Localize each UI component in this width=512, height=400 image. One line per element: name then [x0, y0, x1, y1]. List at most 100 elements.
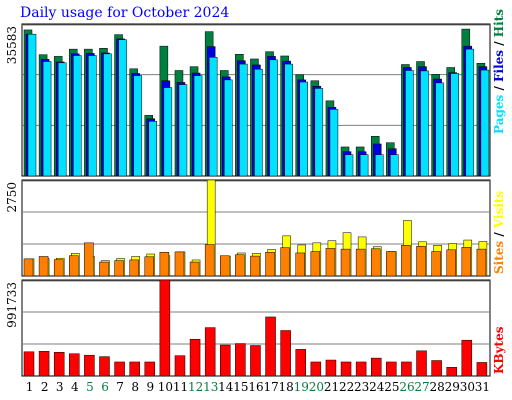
sites-bar — [310, 251, 321, 277]
sites-bar — [476, 248, 487, 277]
x-tick-label: 27 — [414, 380, 429, 394]
kbytes-bar — [220, 344, 231, 377]
pages-bar — [193, 75, 203, 177]
x-tick-label: 21 — [324, 380, 339, 394]
x-tick-label: 7 — [116, 380, 124, 394]
pages-bar — [42, 61, 52, 177]
legend-files: Files — [492, 50, 506, 82]
x-tick-label: 2 — [41, 380, 49, 394]
kbytes-bar — [53, 352, 65, 377]
sites-bar — [53, 259, 64, 277]
sites-bar — [129, 259, 139, 277]
kbytes-bar — [431, 360, 442, 377]
kbytes-bar — [461, 339, 473, 377]
sites-bar — [69, 255, 79, 277]
pages-bar — [27, 33, 37, 177]
x-tick-label: 20 — [309, 380, 324, 394]
legend-hits-files-pages: Pages / Files / Hits — [492, 9, 506, 134]
kbytes-bar — [340, 361, 352, 377]
sites-bar — [370, 248, 381, 277]
sites-bar — [431, 251, 441, 277]
kbytes-bar — [250, 345, 261, 377]
sites-bar — [295, 252, 305, 277]
pages-bar — [329, 109, 339, 177]
x-tick-label: 19 — [294, 380, 309, 394]
x-tick-label: 6 — [101, 380, 109, 394]
x-tick-label: 24 — [369, 380, 385, 394]
y-max-label: 35583 — [5, 26, 19, 64]
x-tick-label: 17 — [263, 380, 278, 394]
x-tick-label: 31 — [475, 380, 490, 394]
sites-bar — [416, 246, 426, 277]
kbytes-bar — [144, 361, 156, 377]
pages-bar — [178, 84, 188, 177]
kbytes-bar — [280, 330, 291, 377]
pages-bar — [359, 154, 369, 177]
kbytes-bar — [38, 351, 50, 377]
sites-bar — [99, 261, 109, 277]
x-tick-label: 25 — [384, 380, 399, 394]
sites-bar — [220, 255, 230, 277]
kbytes-bar — [235, 343, 246, 377]
x-tick-label: 16 — [248, 380, 263, 394]
kbytes-bar — [84, 354, 95, 377]
kbytes-bar — [401, 361, 412, 377]
x-tick-label: 4 — [71, 380, 79, 394]
pages-bar — [435, 82, 444, 177]
kbytes-bar — [174, 355, 186, 377]
pages-bar — [420, 70, 429, 177]
pages-bar — [299, 81, 308, 177]
kbytes-bar — [265, 316, 276, 377]
sites-bar — [461, 247, 472, 277]
pages-bar — [269, 59, 278, 177]
legend-sites: Sites — [492, 241, 506, 274]
pages-bar — [480, 69, 490, 177]
legend-visits: Visits — [492, 191, 506, 230]
sites-bar — [38, 256, 49, 277]
sites-bar — [325, 248, 336, 277]
x-tick-label: 11 — [173, 380, 188, 394]
pages-bar — [133, 75, 142, 177]
kbytes-bar — [189, 338, 201, 377]
x-tick-label: 1 — [26, 380, 34, 394]
y-max-label: 2750 — [5, 182, 19, 213]
kbytes-bar — [23, 351, 35, 377]
x-tick-label: 13 — [203, 380, 218, 394]
pages-bar — [224, 79, 233, 177]
legend-pages: Pages — [492, 94, 506, 134]
kbytes-bar — [295, 349, 306, 377]
x-tick-label: 14 — [218, 380, 234, 394]
x-tick-label: 10 — [158, 380, 173, 394]
sites-bar — [280, 247, 290, 277]
sites-bar — [159, 252, 170, 277]
sites-bar — [340, 248, 351, 277]
x-tick-label: 30 — [460, 380, 475, 394]
pages-bar — [148, 121, 158, 177]
x-tick-label: 12 — [188, 380, 203, 394]
kbytes-bar — [310, 361, 322, 377]
kbytes-bar — [114, 361, 125, 377]
sites-bar — [189, 261, 200, 277]
pages-bar — [103, 53, 112, 177]
pages-bar — [450, 73, 459, 177]
pages-bar — [163, 87, 173, 177]
x-tick-label: 18 — [279, 380, 294, 394]
x-tick-label: 3 — [56, 380, 64, 394]
pages-bar — [73, 55, 82, 177]
kbytes-bar — [159, 279, 171, 377]
kbytes-bar — [446, 367, 457, 377]
pages-bar — [405, 70, 414, 177]
kbytes-bar — [416, 350, 427, 377]
pages-bar — [88, 55, 97, 177]
pages-bar — [254, 68, 263, 177]
kbytes-bar — [325, 359, 337, 377]
x-tick-label: 26 — [399, 380, 414, 394]
sites-bar — [174, 251, 185, 277]
x-tick-label: 15 — [233, 380, 248, 394]
legend-kbytes: KBytes — [492, 326, 506, 374]
x-tick-label: 29 — [445, 380, 460, 394]
kbytes-bar — [69, 353, 80, 377]
legend-hits: Hits — [492, 9, 506, 37]
pages-bar — [374, 154, 384, 177]
